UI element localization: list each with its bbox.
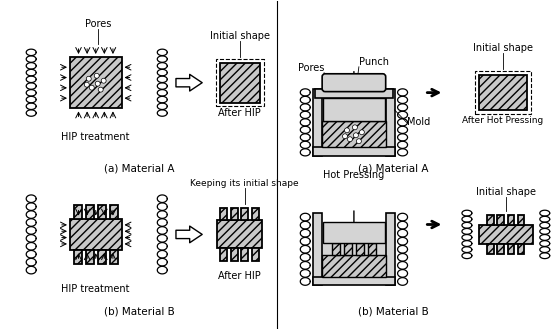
Text: Mold: Mold	[406, 117, 430, 127]
FancyArrowPatch shape	[176, 226, 202, 243]
Bar	[313, 277, 395, 285]
Text: (b) Material B: (b) Material B	[358, 307, 429, 317]
Circle shape	[86, 76, 91, 81]
Bar	[386, 89, 395, 156]
Bar	[70, 57, 122, 109]
Text: (a) Material A: (a) Material A	[104, 163, 175, 173]
Circle shape	[90, 85, 94, 90]
Text: Punch: Punch	[359, 57, 389, 67]
Bar	[323, 98, 385, 121]
Bar	[518, 215, 524, 225]
Text: Initial shape: Initial shape	[473, 43, 533, 53]
Bar	[74, 205, 82, 218]
Circle shape	[98, 87, 103, 92]
Text: HIP treatment: HIP treatment	[62, 284, 130, 294]
Bar	[487, 244, 494, 254]
Bar	[110, 205, 117, 218]
Circle shape	[85, 82, 90, 87]
Bar	[313, 147, 395, 156]
Bar	[110, 250, 117, 264]
Bar	[479, 75, 527, 111]
Circle shape	[359, 130, 364, 135]
Bar	[356, 243, 364, 255]
Bar	[508, 244, 514, 254]
Text: Keeping its initial shape: Keeping its initial shape	[190, 180, 299, 188]
Bar	[518, 244, 524, 254]
Text: After HIP: After HIP	[219, 109, 261, 118]
Bar	[231, 208, 238, 220]
Bar	[220, 63, 260, 103]
Bar	[368, 243, 376, 255]
Bar	[315, 89, 393, 98]
Text: After Hot Pressing: After Hot Pressing	[462, 116, 544, 125]
Bar	[86, 250, 94, 264]
FancyBboxPatch shape	[322, 74, 386, 92]
Text: (a) Material A: (a) Material A	[359, 163, 429, 173]
Text: Pores: Pores	[298, 63, 324, 73]
Bar	[221, 248, 227, 261]
Circle shape	[101, 78, 106, 83]
Bar	[344, 243, 352, 255]
Bar	[241, 248, 249, 261]
Text: Initial shape: Initial shape	[476, 187, 536, 197]
Bar	[74, 250, 82, 264]
Text: After HIP: After HIP	[219, 271, 261, 280]
Bar	[216, 59, 264, 107]
Bar	[313, 213, 322, 285]
Bar	[386, 213, 395, 285]
Text: Hot Pressing: Hot Pressing	[323, 170, 385, 180]
Bar	[231, 248, 238, 261]
Bar	[498, 244, 504, 254]
Bar	[332, 243, 340, 255]
Bar	[98, 205, 106, 218]
Bar	[322, 255, 386, 277]
Bar	[70, 218, 122, 250]
Text: Pores: Pores	[85, 19, 111, 29]
Circle shape	[94, 73, 99, 78]
Circle shape	[356, 139, 361, 144]
Bar	[498, 215, 504, 225]
FancyArrowPatch shape	[176, 74, 202, 91]
Bar	[313, 89, 322, 156]
Bar	[322, 121, 386, 147]
Bar	[508, 215, 514, 225]
Bar	[475, 71, 530, 115]
Circle shape	[353, 125, 358, 130]
Bar	[217, 220, 262, 248]
Circle shape	[348, 137, 353, 142]
Bar	[479, 225, 533, 244]
Bar	[252, 208, 259, 220]
Bar	[241, 208, 249, 220]
Circle shape	[354, 133, 359, 138]
Text: Initial shape: Initial shape	[210, 31, 270, 41]
Circle shape	[342, 134, 348, 139]
Bar	[322, 222, 386, 277]
Bar	[487, 215, 494, 225]
Bar	[323, 222, 385, 243]
Text: (b) Material B: (b) Material B	[104, 307, 175, 317]
Text: HIP treatment: HIP treatment	[62, 132, 130, 142]
Bar	[98, 250, 106, 264]
Bar	[86, 205, 94, 218]
Bar	[221, 208, 227, 220]
Bar	[322, 89, 386, 147]
Circle shape	[345, 128, 349, 133]
Bar	[252, 248, 259, 261]
Circle shape	[95, 81, 100, 86]
